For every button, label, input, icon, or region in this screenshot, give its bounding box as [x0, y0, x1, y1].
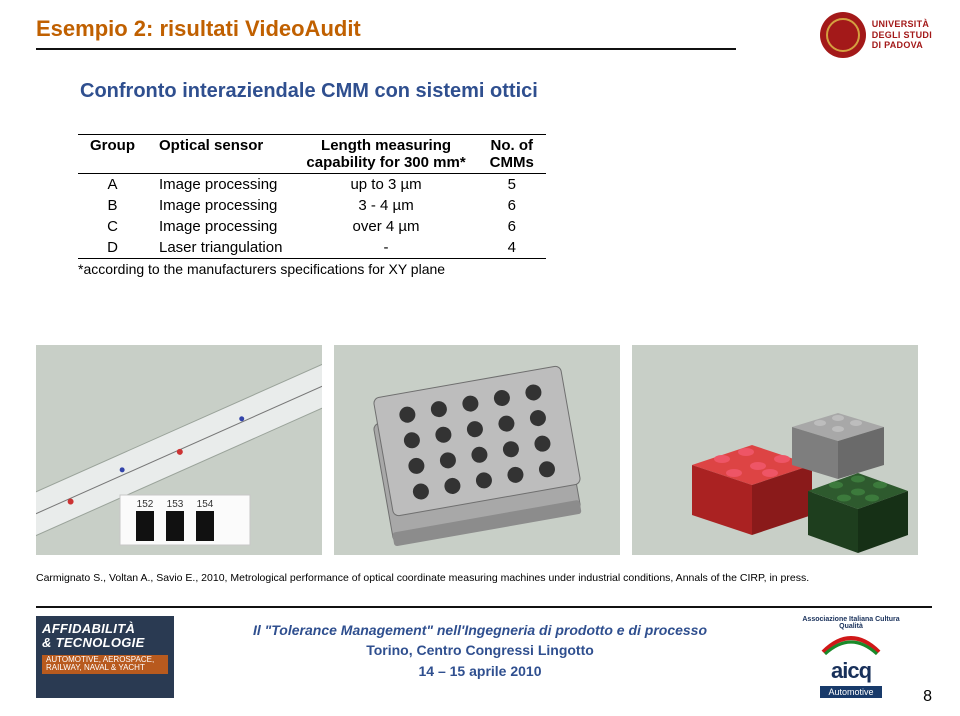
- table-header-row: Group Optical sensor Length measuring ca…: [78, 135, 546, 174]
- footer-divider: [36, 606, 932, 608]
- uni-line1: UNIVERSITÀ: [872, 19, 932, 29]
- cell-cmms: 4: [478, 237, 546, 259]
- cell-sensor: Laser triangulation: [147, 237, 294, 259]
- footer-line1-text: Il "Tolerance Management" nell'Ingegneri…: [253, 622, 707, 638]
- cell-length: over 4 µm: [294, 216, 477, 237]
- cell-group: C: [78, 216, 147, 237]
- table-row: C Image processing over 4 µm 6: [78, 216, 546, 237]
- col-cmms: No. of CMMs: [478, 135, 546, 174]
- section-subtitle: Confronto interaziendale CMM con sistemi…: [80, 80, 538, 103]
- footer-line1: Il "Tolerance Management" nell'Ingegneri…: [200, 620, 760, 640]
- col-length: Length measuring capability for 300 mm*: [294, 135, 477, 174]
- figure-ruler: 152 153 154: [36, 345, 322, 555]
- affid-tag: AUTOMOTIVE, AEROSPACE, RAILWAY, NAVAL & …: [42, 655, 168, 675]
- cell-group: B: [78, 195, 147, 216]
- cell-length: -: [294, 237, 477, 259]
- aicq-tag: Automotive: [820, 686, 881, 698]
- table-row: D Laser triangulation - 4: [78, 237, 546, 259]
- title-underline: [36, 48, 736, 50]
- col-sensor: Optical sensor: [147, 135, 294, 174]
- citation: Carmignato S., Voltan A., Savio E., 2010…: [36, 572, 896, 586]
- cell-length: up to 3 µm: [294, 174, 477, 196]
- footer-line2: Torino, Centro Congressi Lingotto: [200, 640, 760, 660]
- uni-line3: DI PADOVA: [872, 40, 932, 50]
- university-logo: UNIVERSITÀ DEGLI STUDI DI PADOVA: [820, 12, 932, 58]
- footer-line3: 14 – 15 aprile 2010: [200, 661, 760, 681]
- page-number: 8: [923, 688, 932, 706]
- table-row: A Image processing up to 3 µm 5: [78, 174, 546, 196]
- page-title: Esempio 2: risultati VideoAudit: [36, 16, 361, 42]
- aicq-swoosh-icon: [821, 630, 881, 658]
- figure-bricks: [632, 345, 918, 555]
- affidabilita-logo: AFFIDABILITÀ & TECNOLOGIE AUTOMOTIVE, AE…: [36, 616, 174, 698]
- cell-sensor: Image processing: [147, 195, 294, 216]
- uni-line2: DEGLI STUDI: [872, 30, 932, 40]
- cell-cmms: 6: [478, 195, 546, 216]
- university-name: UNIVERSITÀ DEGLI STUDI DI PADOVA: [872, 19, 932, 50]
- footer: AFFIDABILITÀ & TECNOLOGIE AUTOMOTIVE, AE…: [0, 616, 960, 706]
- cell-length: 3 - 4 µm: [294, 195, 477, 216]
- figure-holeplate: [334, 345, 620, 555]
- data-table: Group Optical sensor Length measuring ca…: [78, 134, 546, 259]
- tick-label: 154: [197, 499, 214, 510]
- table-footnote: *according to the manufacturers specific…: [78, 261, 546, 277]
- university-seal-icon: [820, 12, 866, 58]
- affid-line2: & TECNOLOGIE: [42, 636, 168, 650]
- figure-row: 152 153 154: [36, 345, 918, 555]
- tick-label: 153: [167, 499, 184, 510]
- cell-cmms: 5: [478, 174, 546, 196]
- cell-group: A: [78, 174, 147, 196]
- aicq-logo: Associazione Italiana Cultura Qualità ai…: [796, 616, 906, 686]
- tick-label: 152: [137, 499, 154, 510]
- aicq-word: aicq: [796, 658, 906, 684]
- cell-sensor: Image processing: [147, 216, 294, 237]
- cell-cmms: 6: [478, 216, 546, 237]
- footer-center: Il "Tolerance Management" nell'Ingegneri…: [200, 620, 760, 681]
- affid-line1: AFFIDABILITÀ: [42, 622, 168, 636]
- cell-group: D: [78, 237, 147, 259]
- table-row: B Image processing 3 - 4 µm 6: [78, 195, 546, 216]
- aicq-small: Associazione Italiana Cultura Qualità: [796, 616, 906, 630]
- col-group: Group: [78, 135, 147, 174]
- cell-sensor: Image processing: [147, 174, 294, 196]
- data-table-wrap: Group Optical sensor Length measuring ca…: [78, 134, 546, 277]
